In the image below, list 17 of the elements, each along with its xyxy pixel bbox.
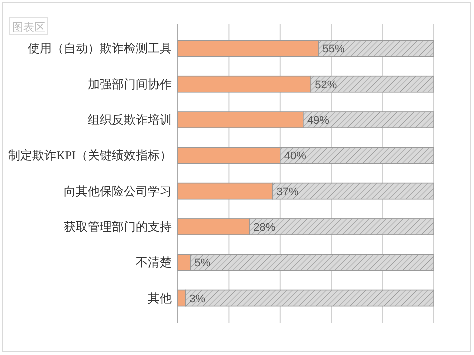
data-label: 37% — [276, 186, 299, 198]
data-label: 49% — [307, 115, 330, 128]
data-label: 3% — [190, 293, 206, 306]
y-tick-label: 向其他保险公司学习 — [64, 184, 172, 198]
y-tick-label: 不清楚 — [136, 256, 172, 270]
data-label: 52% — [315, 79, 338, 92]
text: 图表区 — [12, 21, 46, 34]
y-tick-label: 其他 — [148, 291, 172, 306]
data-label: 40% — [284, 150, 307, 163]
y-tick-label: 获取管理部门的支持 — [64, 220, 172, 234]
y-tick-label: 使用（自动）欺诈检测工具 — [28, 42, 172, 56]
y-tick-label: 制定欺诈KPI（关键绩效指标） — [8, 148, 172, 163]
data-label: 55% — [322, 44, 346, 56]
data-label: 28% — [254, 222, 276, 234]
y-tick-label: 组织反欺诈培训 — [88, 113, 172, 128]
data-label: 5% — [194, 258, 211, 270]
y-tick-label: 加强部门间协作 — [88, 77, 172, 92]
